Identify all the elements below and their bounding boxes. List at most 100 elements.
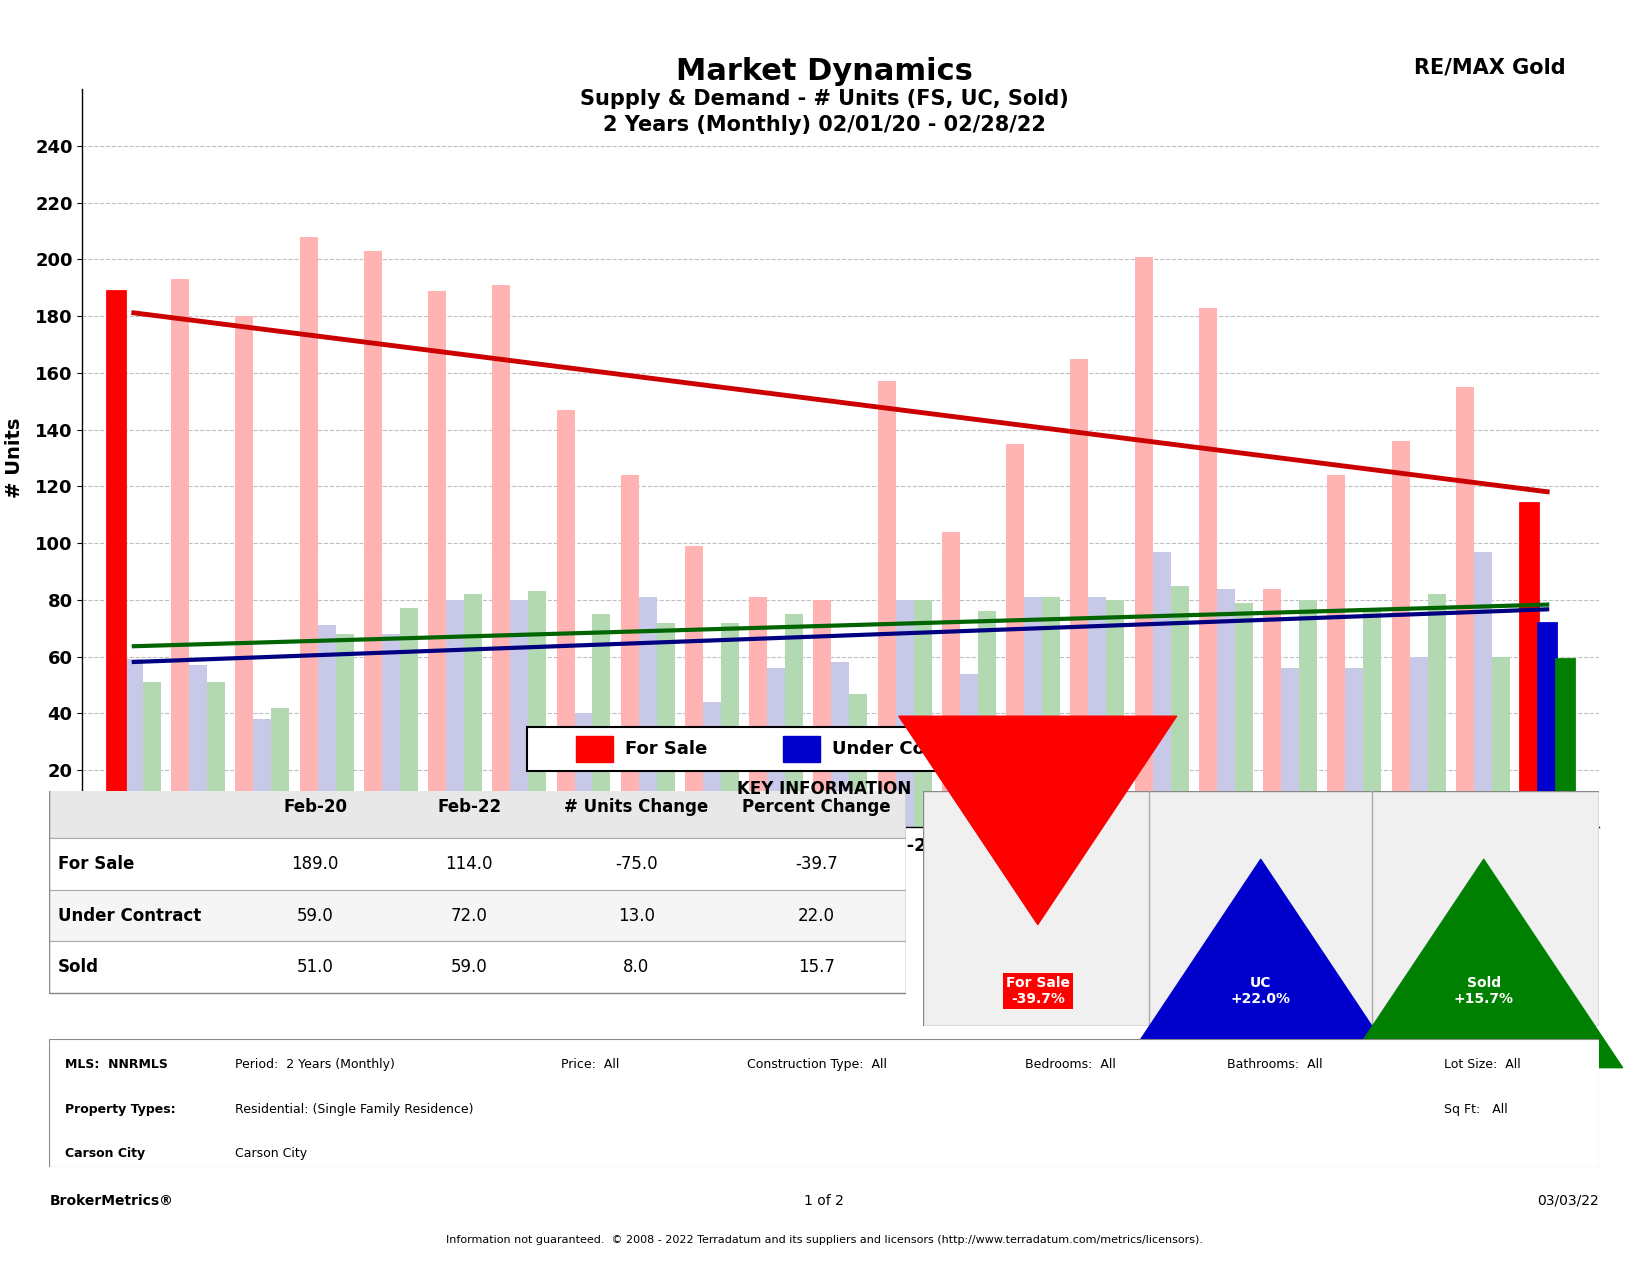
Bar	[977, 611, 995, 827]
Bar	[1538, 622, 1556, 827]
Text: Carson City: Carson City	[236, 1148, 308, 1160]
Bar	[720, 622, 738, 827]
Bar	[1491, 657, 1510, 827]
Text: Lot Size:  All: Lot Size: All	[1444, 1058, 1521, 1071]
Text: Under Contract: Under Contract	[832, 740, 987, 759]
Bar	[1427, 594, 1445, 827]
Bar	[913, 601, 931, 827]
Bar	[1042, 597, 1060, 827]
Bar	[878, 381, 897, 827]
Text: Percent Change: Percent Change	[742, 798, 890, 816]
Text: Period:  2 Years (Monthly): Period: 2 Years (Monthly)	[236, 1058, 396, 1071]
Text: 8.0: 8.0	[623, 959, 649, 977]
Bar	[686, 546, 704, 827]
Bar	[447, 601, 465, 827]
Bar	[107, 291, 125, 827]
Bar	[272, 708, 290, 827]
Text: MLS:  NNRMLS: MLS: NNRMLS	[64, 1058, 168, 1071]
Bar	[577, 736, 613, 762]
Bar	[557, 409, 575, 827]
Bar	[593, 615, 610, 827]
Text: Sold: Sold	[58, 959, 99, 977]
Bar	[1264, 589, 1280, 827]
Bar	[979, 736, 1015, 762]
Bar	[1473, 552, 1491, 827]
Text: Supply & Demand - # Units (FS, UC, Sold): Supply & Demand - # Units (FS, UC, Sold)	[580, 89, 1068, 110]
Text: 114.0: 114.0	[445, 854, 493, 872]
Text: For Sale: For Sale	[58, 854, 135, 872]
Bar	[621, 476, 639, 827]
Bar	[208, 682, 226, 827]
Text: # Units Change: # Units Change	[564, 798, 709, 816]
FancyBboxPatch shape	[527, 727, 1137, 771]
Bar	[1327, 476, 1345, 827]
Bar	[236, 316, 254, 827]
Bar	[1391, 441, 1409, 827]
Bar	[783, 736, 821, 762]
Bar	[658, 622, 674, 827]
Bar	[1200, 307, 1216, 827]
Bar	[750, 597, 768, 827]
Bar	[1363, 611, 1381, 827]
Bar	[107, 291, 125, 827]
Bar	[639, 597, 658, 827]
Bar	[1455, 388, 1473, 827]
Bar	[961, 673, 977, 827]
Text: Price:  All: Price: All	[560, 1058, 620, 1071]
Bar	[1234, 603, 1252, 827]
Bar	[49, 941, 906, 993]
Bar	[1135, 256, 1152, 827]
Text: 15.7: 15.7	[798, 959, 836, 977]
Bar	[511, 601, 529, 827]
Text: -39.7: -39.7	[794, 854, 837, 872]
Bar	[832, 662, 849, 827]
Bar	[1106, 601, 1124, 827]
Text: 51.0: 51.0	[297, 959, 333, 977]
Bar	[1280, 668, 1299, 827]
Text: For Sale: For Sale	[625, 740, 707, 759]
Text: Sq Ft:   All: Sq Ft: All	[1444, 1103, 1508, 1116]
Bar	[465, 594, 481, 827]
Bar	[364, 251, 382, 827]
Bar	[190, 666, 208, 827]
Bar	[254, 719, 272, 827]
Bar	[1299, 601, 1317, 827]
Bar	[318, 626, 336, 827]
Bar	[943, 532, 961, 827]
Bar	[493, 286, 511, 827]
Bar	[171, 279, 190, 827]
Bar	[428, 291, 447, 827]
Bar	[382, 634, 400, 827]
Text: 1 of 2: 1 of 2	[804, 1193, 844, 1207]
Y-axis label: # Units: # Units	[5, 418, 25, 499]
Bar	[768, 668, 784, 827]
Bar	[704, 703, 720, 827]
Bar	[300, 237, 318, 827]
Text: Carson City: Carson City	[64, 1148, 145, 1160]
Bar	[1519, 504, 1538, 827]
Bar	[1007, 444, 1023, 827]
Bar	[125, 659, 143, 827]
Text: 59.0: 59.0	[297, 907, 333, 924]
Text: Feb-22: Feb-22	[437, 798, 501, 816]
Bar	[49, 782, 906, 838]
Text: Under Contract: Under Contract	[58, 907, 201, 924]
Text: Information not guaranteed.  © 2008 - 2022 Terradatum and its suppliers and lice: Information not guaranteed. © 2008 - 202…	[445, 1235, 1203, 1246]
Text: 72.0: 72.0	[452, 907, 488, 924]
Bar	[49, 838, 906, 890]
Text: 59.0: 59.0	[452, 959, 488, 977]
Bar	[849, 694, 867, 827]
Text: Bathrooms:  All: Bathrooms: All	[1226, 1058, 1322, 1071]
Text: 189.0: 189.0	[292, 854, 339, 872]
Bar	[1519, 504, 1538, 827]
Bar	[1152, 552, 1170, 827]
Bar	[336, 634, 354, 827]
Text: KEY INFORMATION: KEY INFORMATION	[737, 780, 911, 798]
Text: 13.0: 13.0	[618, 907, 654, 924]
Bar	[529, 592, 545, 827]
Text: 22.0: 22.0	[798, 907, 836, 924]
Bar	[1071, 358, 1088, 827]
Bar	[784, 615, 803, 827]
Text: Property Types:: Property Types:	[64, 1103, 176, 1116]
Bar	[814, 601, 832, 827]
